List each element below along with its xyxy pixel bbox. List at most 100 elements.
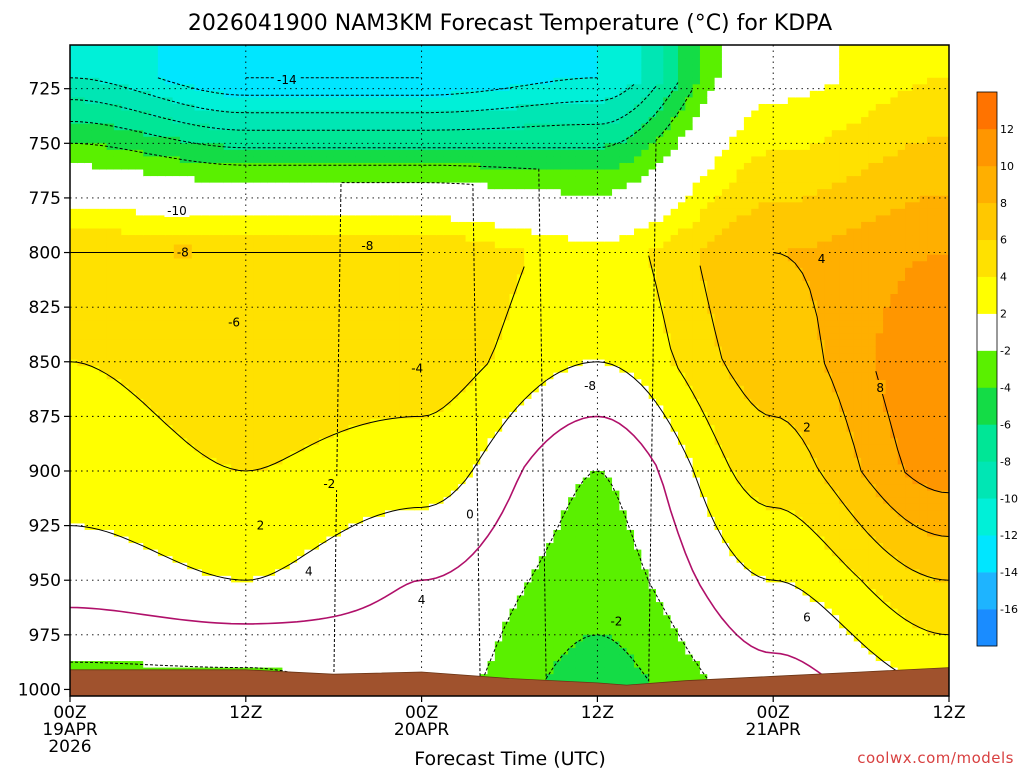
heat-cell — [289, 307, 298, 315]
heat-cell — [377, 503, 386, 511]
heat-cell — [428, 280, 437, 289]
heat-cell — [172, 588, 181, 597]
heat-cell — [363, 484, 371, 492]
heat-cell — [99, 307, 108, 315]
heat-cell — [392, 398, 401, 407]
heat-cell — [172, 103, 181, 112]
heat-cell — [406, 300, 415, 308]
heat-cell — [348, 661, 357, 669]
heat-cell — [223, 588, 232, 597]
heat-cell — [392, 359, 401, 367]
heat-cell — [209, 569, 218, 577]
heat-cell — [421, 372, 430, 380]
heat-cell — [209, 490, 218, 498]
heat-cell — [91, 654, 100, 662]
heat-cell — [70, 516, 78, 525]
heat-cell — [406, 90, 415, 99]
heat-cell — [201, 136, 210, 144]
heat-cell — [297, 556, 305, 564]
heat-cell — [384, 549, 393, 557]
heat-cell — [326, 621, 335, 629]
heat-cell — [384, 529, 393, 538]
heat-cell — [209, 615, 218, 623]
heat-cell — [84, 359, 93, 367]
heat-cell — [377, 136, 386, 144]
heat-cell — [282, 320, 291, 328]
heat-cell — [238, 503, 247, 511]
heat-cell — [179, 615, 188, 623]
heat-cell — [406, 320, 415, 328]
heat-cell — [84, 418, 93, 426]
heat-cell — [363, 661, 371, 669]
heat-cell — [421, 333, 430, 341]
heat-cell — [311, 208, 320, 216]
heat-cell — [187, 353, 196, 361]
heat-cell — [311, 110, 320, 118]
heat-cell — [91, 58, 100, 66]
heat-cell — [179, 359, 188, 367]
heat-cell — [223, 543, 232, 551]
heat-cell — [187, 595, 196, 603]
heat-cell — [333, 254, 342, 262]
heat-cell — [282, 582, 291, 590]
heat-cell — [297, 123, 305, 131]
heat-cell — [150, 110, 159, 118]
heat-cell — [77, 235, 86, 243]
heat-cell — [414, 189, 423, 197]
heat-cell — [333, 182, 342, 190]
heat-cell — [201, 195, 210, 203]
heat-cell — [341, 248, 349, 256]
heat-cell — [121, 477, 130, 485]
heat-cell — [77, 162, 86, 171]
heat-cell — [216, 379, 225, 387]
heat-cell — [216, 431, 225, 439]
heat-cell — [70, 615, 78, 623]
heat-cell — [150, 425, 159, 433]
heat-cell — [319, 451, 327, 459]
heat-cell — [172, 280, 181, 289]
heat-cell — [165, 123, 174, 131]
heat-cell — [135, 621, 144, 629]
heat-cell — [201, 366, 210, 374]
heat-cell — [84, 71, 93, 79]
heat-cell — [238, 392, 247, 400]
heat-cell — [84, 484, 93, 492]
heat-cell — [231, 444, 240, 452]
heat-cell — [157, 470, 166, 479]
heat-cell — [333, 280, 342, 289]
heat-cell — [121, 280, 130, 289]
heat-cell — [333, 130, 342, 138]
heat-cell — [267, 379, 276, 387]
heat-cell — [165, 189, 174, 197]
heat-cell — [150, 654, 159, 662]
heat-cell — [245, 103, 254, 112]
heat-cell — [157, 136, 166, 144]
heat-cell — [348, 149, 357, 158]
heat-cell — [157, 543, 166, 551]
heat-cell — [348, 326, 357, 334]
heat-cell — [150, 267, 159, 275]
heat-cell — [165, 320, 174, 328]
heat-cell — [414, 392, 423, 400]
heat-cell — [384, 339, 393, 348]
heat-cell — [135, 117, 144, 125]
heat-cell — [143, 359, 152, 367]
heat-cell — [135, 149, 144, 158]
heat-cell — [421, 654, 430, 662]
heat-cell — [194, 169, 203, 177]
heat-cell — [333, 398, 342, 407]
heat-cell — [179, 149, 188, 158]
heat-cell — [304, 602, 313, 610]
heat-cell — [260, 235, 269, 243]
heat-cell — [348, 595, 357, 603]
heat-cell — [282, 464, 291, 472]
heat-cell — [267, 654, 276, 662]
heat-cell — [297, 536, 305, 544]
heat-cell — [399, 156, 408, 164]
heat-cell — [121, 647, 130, 656]
heat-cell — [128, 529, 137, 538]
heat-cell — [297, 569, 305, 577]
heat-cell — [428, 176, 437, 184]
heat-cell — [267, 215, 276, 223]
heat-cell — [106, 562, 115, 570]
